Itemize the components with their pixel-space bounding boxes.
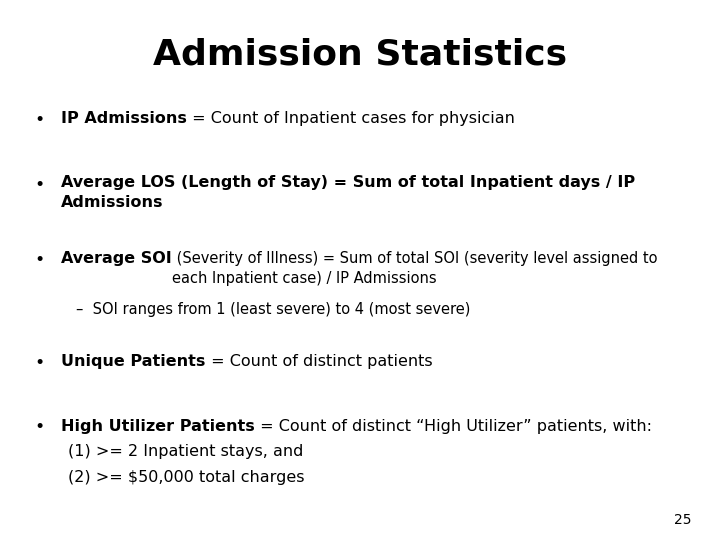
Text: Average LOS (Length of Stay) = Sum of total Inpatient days / IP
Admissions: Average LOS (Length of Stay) = Sum of to… bbox=[61, 176, 635, 210]
Text: –  SOI ranges from 1 (least severe) to 4 (most severe): – SOI ranges from 1 (least severe) to 4 … bbox=[76, 302, 470, 318]
Text: Average SOI: Average SOI bbox=[61, 251, 172, 266]
Text: •: • bbox=[35, 418, 45, 436]
Text: •: • bbox=[35, 354, 45, 372]
Text: •: • bbox=[35, 176, 45, 193]
Text: IP Admissions: IP Admissions bbox=[61, 111, 187, 126]
Text: = Count of Inpatient cases for physician: = Count of Inpatient cases for physician bbox=[187, 111, 515, 126]
Text: 25: 25 bbox=[674, 512, 691, 526]
Text: Unique Patients: Unique Patients bbox=[61, 354, 206, 369]
Text: High Utilizer Patients: High Utilizer Patients bbox=[61, 418, 255, 434]
Text: (2) >= $50,000 total charges: (2) >= $50,000 total charges bbox=[68, 470, 305, 485]
Text: (Severity of Illness) = Sum of total SOI (severity level assigned to
each Inpati: (Severity of Illness) = Sum of total SOI… bbox=[172, 251, 657, 286]
Text: Admission Statistics: Admission Statistics bbox=[153, 38, 567, 72]
Text: •: • bbox=[35, 251, 45, 269]
Text: = Count of distinct “High Utilizer” patients, with:: = Count of distinct “High Utilizer” pati… bbox=[255, 418, 652, 434]
Text: •: • bbox=[35, 111, 45, 129]
Text: = Count of distinct patients: = Count of distinct patients bbox=[206, 354, 432, 369]
Text: (1) >= 2 Inpatient stays, and: (1) >= 2 Inpatient stays, and bbox=[68, 444, 304, 460]
